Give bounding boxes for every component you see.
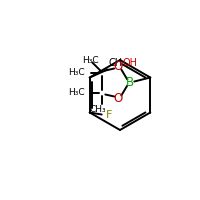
Text: F: F — [106, 110, 112, 119]
Text: H₃C: H₃C — [82, 56, 98, 65]
Text: O: O — [114, 60, 123, 73]
Text: B: B — [126, 76, 134, 89]
Text: CH₃: CH₃ — [90, 106, 107, 114]
Text: O: O — [114, 92, 123, 105]
Text: H₃C: H₃C — [68, 68, 84, 77]
Text: H₃C: H₃C — [68, 88, 84, 97]
Text: OH: OH — [123, 58, 138, 68]
Text: CH₂: CH₂ — [109, 58, 127, 68]
